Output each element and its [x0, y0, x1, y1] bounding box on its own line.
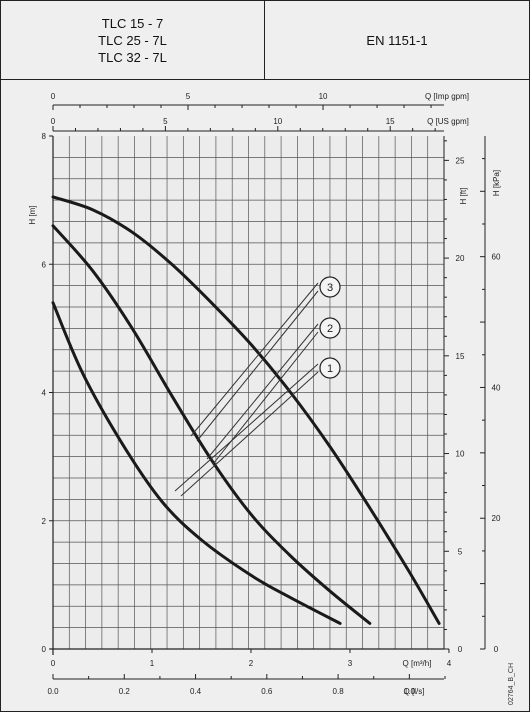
- standard-label: EN 1151-1: [366, 32, 428, 48]
- x-tick-label: 4: [447, 659, 452, 668]
- ls-tick-label: 0.4: [190, 687, 202, 696]
- ls-tick-label: 0.0: [47, 687, 59, 696]
- y-tick-label: 2: [42, 517, 47, 526]
- imp-tick-label: 0: [51, 92, 56, 101]
- curve-label-circle: [319, 357, 341, 379]
- leader-line: [206, 323, 319, 460]
- leader-line: [180, 371, 319, 497]
- y-tick-label: 6: [42, 260, 47, 269]
- ft-tick-label: 20: [456, 254, 465, 263]
- curve-label: 1: [327, 363, 333, 375]
- model-name: TLC 15 - 7: [101, 15, 164, 31]
- curve-label: 2: [327, 323, 333, 335]
- ft-tick-label: 5: [458, 547, 463, 556]
- leader-line: [196, 290, 319, 442]
- x-tick-label: 1: [150, 659, 155, 668]
- ft-tick-label: 0: [458, 645, 463, 654]
- x-tick-label: 3: [348, 659, 353, 668]
- ft-tick-label: 15: [456, 352, 465, 361]
- curve-label-circle: [319, 276, 341, 298]
- us-tick-label: 10: [273, 117, 282, 126]
- ft-axis-label: H [ft]: [459, 188, 468, 205]
- ft-tick-label: 25: [456, 156, 465, 165]
- ls-tick-label: 0.8: [333, 687, 345, 696]
- y-tick-label: 0: [42, 645, 47, 654]
- us-tick-label: 0: [51, 117, 56, 126]
- standard-box: EN 1151-1: [265, 1, 529, 79]
- model-name: TLC 32 - 7L: [98, 49, 167, 65]
- kpa-axis-label: H [kPa]: [492, 170, 501, 196]
- curve-1: [51, 301, 342, 625]
- figure-code: 02764_B_CH: [508, 662, 515, 705]
- x-axis-label: Q [m³/h]: [403, 659, 432, 668]
- leader-line: [174, 363, 319, 492]
- ls-tick-label: 0.6: [261, 687, 273, 696]
- us-tick-label: 5: [163, 117, 168, 126]
- y-tick-label: 4: [42, 389, 47, 398]
- x-tick-label: 2: [249, 659, 254, 668]
- y-axis-label: H [m]: [28, 205, 37, 224]
- y-tick-label: 8: [42, 132, 47, 141]
- ls-axis-label: Q [l/s]: [404, 687, 425, 696]
- imp-tick-label: 5: [186, 92, 191, 101]
- model-list: TLC 15 - 7 TLC 25 - 7L TLC 32 - 7L: [1, 1, 265, 79]
- leader-line: [190, 282, 319, 437]
- ft-tick-label: 10: [456, 450, 465, 459]
- kpa-tick-label: 0: [494, 645, 499, 654]
- ls-tick-label: 0.2: [119, 687, 131, 696]
- curve-3: [51, 195, 441, 625]
- imp-axis-label: Q [Imp gpm]: [425, 92, 469, 101]
- curve-label: 3: [327, 282, 333, 294]
- x-tick-label: 0: [51, 659, 56, 668]
- imp-tick-label: 10: [319, 92, 328, 101]
- us-axis-label: Q [US gpm]: [427, 117, 469, 126]
- ls-tick-label: 1.0: [404, 687, 416, 696]
- model-name: TLC 25 - 7L: [98, 32, 167, 48]
- curve-label-circle: [319, 317, 341, 339]
- kpa-tick-label: 40: [492, 383, 501, 392]
- header: TLC 15 - 7 TLC 25 - 7L TLC 32 - 7L EN 11…: [1, 1, 529, 80]
- kpa-tick-label: 20: [492, 514, 501, 523]
- curve-2: [51, 224, 372, 625]
- kpa-tick-label: 60: [492, 253, 501, 262]
- us-tick-label: 15: [386, 117, 395, 126]
